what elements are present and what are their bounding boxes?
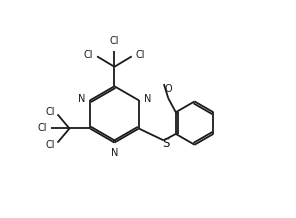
Text: O: O <box>164 84 172 94</box>
Text: Cl: Cl <box>136 50 145 60</box>
Text: Cl: Cl <box>84 50 93 60</box>
Text: Cl: Cl <box>110 36 119 46</box>
Text: S: S <box>162 136 169 150</box>
Text: Cl: Cl <box>46 107 55 117</box>
Text: N: N <box>111 148 118 158</box>
Text: N: N <box>78 94 85 104</box>
Text: Cl: Cl <box>38 123 47 133</box>
Text: Cl: Cl <box>46 140 55 150</box>
Text: N: N <box>144 94 151 104</box>
